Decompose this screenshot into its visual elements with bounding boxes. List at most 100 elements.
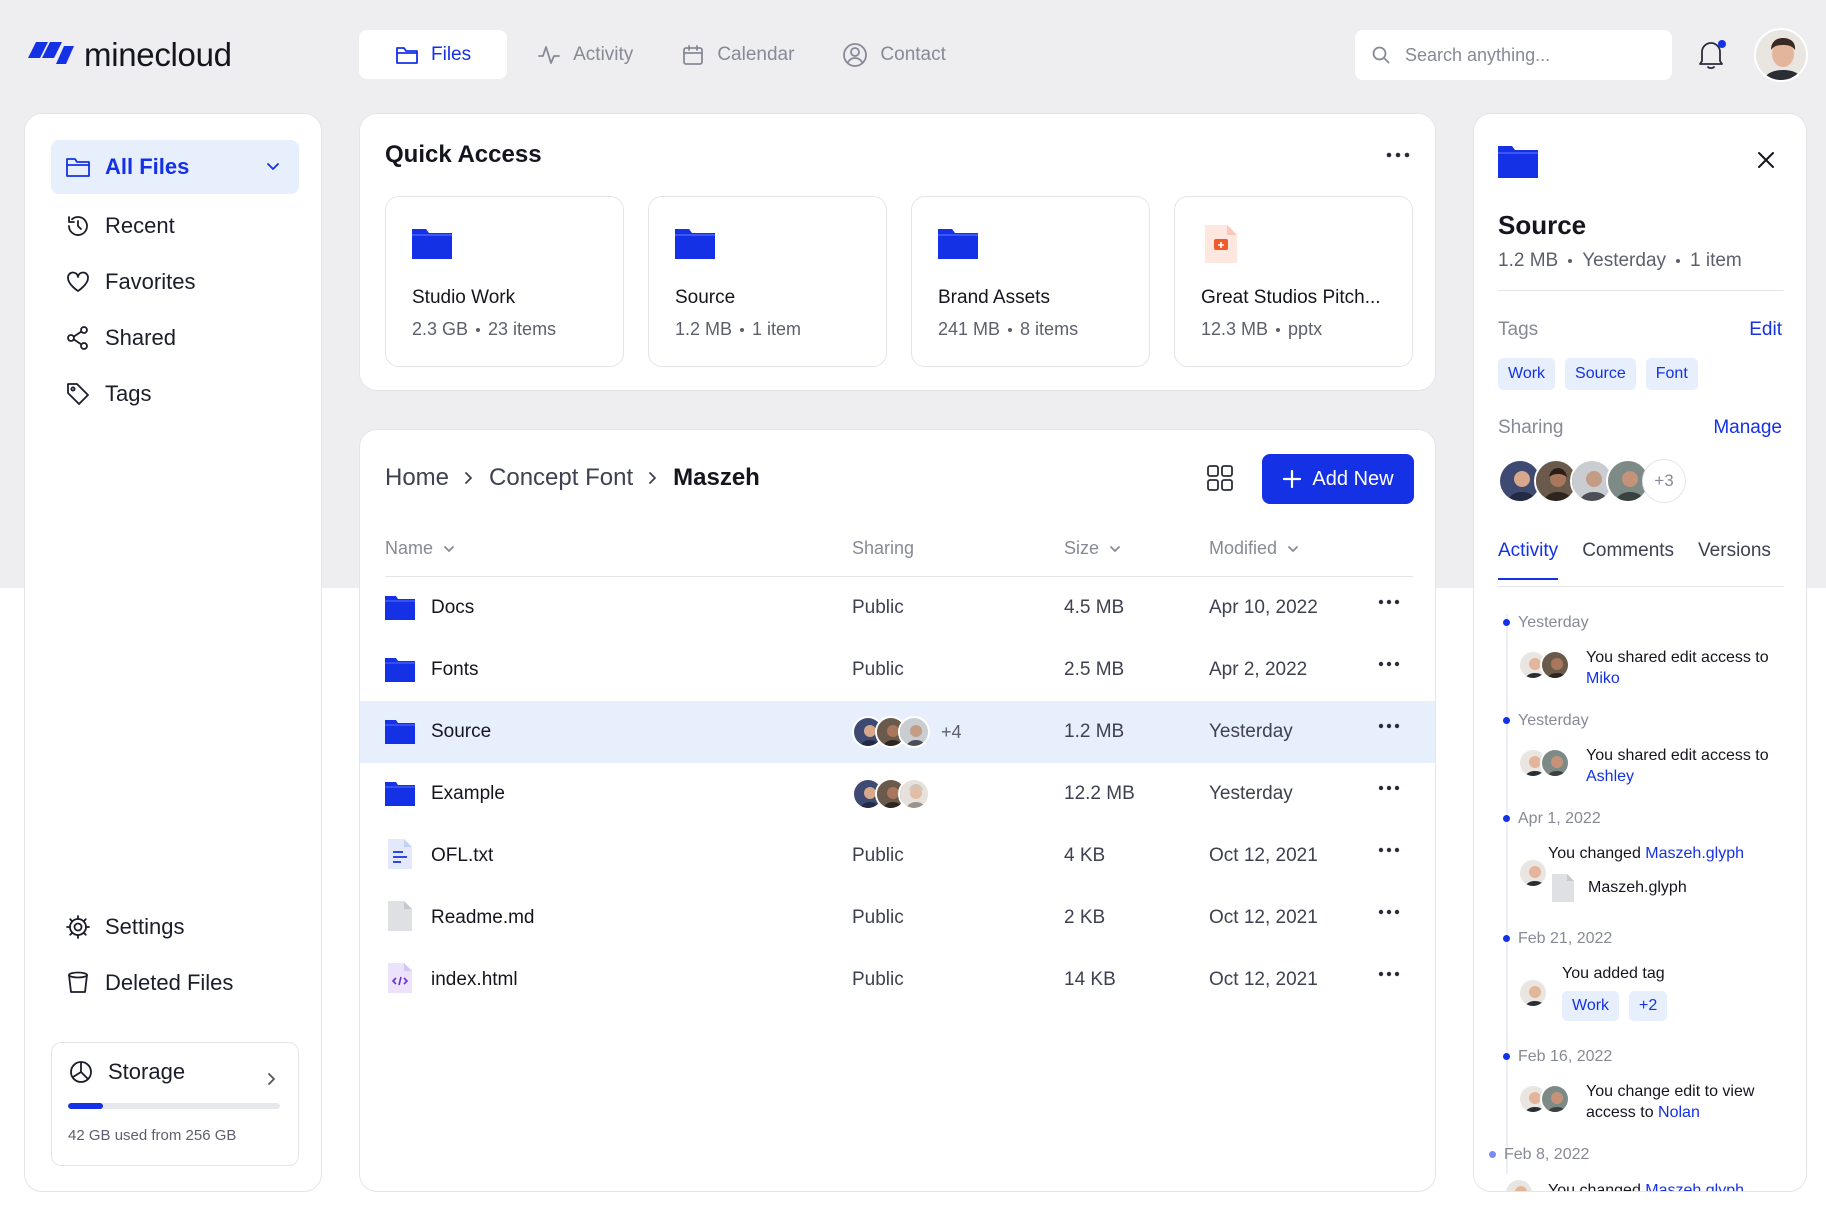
sharing-avatars[interactable]: +4 bbox=[852, 716, 962, 748]
app-logo[interactable]: minecloud bbox=[28, 36, 232, 74]
row-more-button[interactable] bbox=[1378, 847, 1400, 853]
storage-card[interactable]: Storage 42 GB used from 256 GB bbox=[51, 1042, 299, 1166]
notifications-button[interactable] bbox=[1697, 38, 1725, 70]
folder-icon bbox=[385, 596, 415, 620]
quick-access-more-button[interactable] bbox=[1386, 152, 1410, 158]
details-tabs: Activity Comments Versions bbox=[1498, 540, 1771, 580]
sidebar-item-deleted-files[interactable]: Deleted Files bbox=[51, 956, 299, 1010]
search-input[interactable] bbox=[1405, 44, 1645, 66]
activity-file-name: Maszeh.glyph bbox=[1588, 879, 1687, 896]
quick-access-card-name: Source bbox=[675, 287, 736, 308]
activity-user-link[interactable]: Ashley bbox=[1586, 768, 1635, 785]
table-row[interactable]: Fonts Public 2.5 MB Apr 2, 2022 bbox=[360, 639, 1435, 701]
table-row[interactable]: Example 12.2 MB Yesterday bbox=[360, 763, 1435, 825]
user-circle-icon bbox=[843, 42, 868, 67]
activity-text-main: You shared edit access to bbox=[1586, 747, 1769, 764]
avatar bbox=[898, 778, 930, 810]
activity-file[interactable]: Maszeh.glyph bbox=[1552, 874, 1687, 902]
chevron-down-icon[interactable] bbox=[265, 158, 281, 174]
table-row[interactable]: Docs Public 4.5 MB Apr 10, 2022 bbox=[360, 577, 1435, 639]
row-more-button[interactable] bbox=[1378, 971, 1400, 977]
quick-access-card[interactable]: Studio Work 2.3 GB 23 items bbox=[385, 196, 624, 367]
bell-icon bbox=[1699, 42, 1723, 70]
sharing-avatars[interactable] bbox=[852, 778, 930, 810]
nav-files[interactable]: Files bbox=[359, 30, 508, 79]
avatar bbox=[898, 716, 930, 748]
chevron-right-icon bbox=[649, 472, 657, 484]
sidebar-item-settings[interactable]: Settings bbox=[51, 900, 299, 954]
tab-comments[interactable]: Comments bbox=[1582, 540, 1675, 561]
file-name: Readme.md bbox=[431, 907, 535, 928]
quick-access-card[interactable]: Source 1.2 MB 1 item bbox=[648, 196, 887, 367]
tag[interactable]: +2 bbox=[1629, 991, 1668, 1021]
nav-contact-label: Contact bbox=[880, 43, 946, 65]
timeline-dot bbox=[1503, 815, 1510, 822]
app-name: minecloud bbox=[84, 36, 232, 73]
nav-calendar[interactable]: Calendar bbox=[657, 30, 818, 79]
minecloud-logo-icon bbox=[28, 42, 74, 64]
breadcrumb-item[interactable]: Concept Font bbox=[489, 464, 634, 491]
column-header-name[interactable]: Name bbox=[385, 538, 455, 559]
add-new-button[interactable]: Add New bbox=[1262, 454, 1414, 504]
search-box[interactable] bbox=[1355, 30, 1672, 80]
sharing-more-count[interactable]: +3 bbox=[1642, 459, 1686, 503]
history-icon bbox=[68, 216, 88, 236]
nav-contact[interactable]: Contact bbox=[818, 30, 981, 79]
heart-icon bbox=[67, 271, 89, 292]
tag[interactable]: Source bbox=[1565, 358, 1636, 390]
chevron-down-icon bbox=[1110, 545, 1120, 552]
breadcrumb-item[interactable]: Home bbox=[385, 464, 450, 491]
activity-avatars bbox=[1518, 1084, 1570, 1114]
grid-view-button[interactable] bbox=[1206, 464, 1234, 492]
file-size: 14 KB bbox=[1064, 969, 1116, 990]
row-more-button[interactable] bbox=[1378, 785, 1400, 791]
quick-access-card[interactable]: Great Studios Pitch... 12.3 MB pptx bbox=[1174, 196, 1413, 367]
activity-user-link[interactable]: Nolan bbox=[1658, 1104, 1700, 1121]
folder-icon bbox=[675, 229, 715, 259]
table-row[interactable]: index.html Public 14 KB Oct 12, 2021 bbox=[360, 949, 1435, 1011]
activity-date: Feb 21, 2022 bbox=[1518, 930, 1613, 947]
tag[interactable]: Work bbox=[1498, 358, 1556, 390]
plus-icon bbox=[1283, 469, 1302, 489]
activity-text-main: You shared edit access to bbox=[1586, 649, 1769, 666]
column-header-size[interactable]: Size bbox=[1064, 538, 1121, 559]
column-header-modified[interactable]: Modified bbox=[1209, 538, 1299, 559]
table-row[interactable]: Readme.md Public 2 KB Oct 12, 2021 bbox=[360, 887, 1435, 949]
tag[interactable]: Font bbox=[1645, 358, 1698, 390]
quick-access-card[interactable]: Brand Assets 241 MB 8 items bbox=[911, 196, 1150, 367]
tab-versions[interactable]: Versions bbox=[1698, 540, 1771, 561]
table-row-selected[interactable]: Source +4 1.2 MB Yesterday bbox=[360, 701, 1435, 763]
activity-date: Yesterday bbox=[1518, 712, 1589, 729]
activity-user-link[interactable]: Miko bbox=[1586, 670, 1620, 687]
close-button[interactable] bbox=[1756, 150, 1776, 170]
sidebar-item-shared[interactable]: Shared bbox=[51, 311, 299, 365]
row-more-button[interactable] bbox=[1378, 661, 1400, 667]
manage-sharing-link[interactable]: Manage bbox=[1713, 417, 1782, 438]
activity-text-main: You changed bbox=[1548, 1182, 1641, 1192]
avatar bbox=[1540, 650, 1570, 680]
tab-activity[interactable]: Activity bbox=[1498, 540, 1559, 580]
quick-access-card-name: Great Studios Pitch... bbox=[1201, 287, 1381, 308]
gear-icon bbox=[66, 915, 90, 939]
edit-tags-link[interactable]: Edit bbox=[1749, 319, 1782, 340]
activity-avatars bbox=[1518, 748, 1570, 778]
sidebar-item-all-files[interactable]: All Files bbox=[51, 140, 299, 194]
sharing-avatars[interactable]: +3 bbox=[1498, 459, 1686, 503]
sidebar-item-tags[interactable]: Tags bbox=[51, 367, 299, 421]
sidebar-item-recent[interactable]: Recent bbox=[51, 199, 299, 253]
sidebar-item-label: Deleted Files bbox=[105, 970, 234, 995]
user-avatar[interactable] bbox=[1754, 28, 1808, 82]
tag[interactable]: Work bbox=[1562, 991, 1620, 1021]
sidebar-item-favorites[interactable]: Favorites bbox=[51, 255, 299, 309]
activity-file-link[interactable]: Maszeh.glyph bbox=[1645, 845, 1745, 862]
table-row[interactable]: OFL.txt Public 4 KB Oct 12, 2021 bbox=[360, 825, 1435, 887]
row-more-button[interactable] bbox=[1378, 909, 1400, 915]
activity-file-link[interactable]: Maszeh.glyph bbox=[1645, 1182, 1745, 1192]
storage-used-text: 42 GB used from 256 GB bbox=[68, 1127, 237, 1144]
more-horizontal-icon bbox=[1378, 785, 1400, 791]
row-more-button[interactable] bbox=[1378, 723, 1400, 729]
file-name: Docs bbox=[431, 597, 475, 618]
folder-icon bbox=[66, 158, 90, 177]
row-more-button[interactable] bbox=[1378, 599, 1400, 605]
nav-activity[interactable]: Activity bbox=[507, 30, 657, 79]
